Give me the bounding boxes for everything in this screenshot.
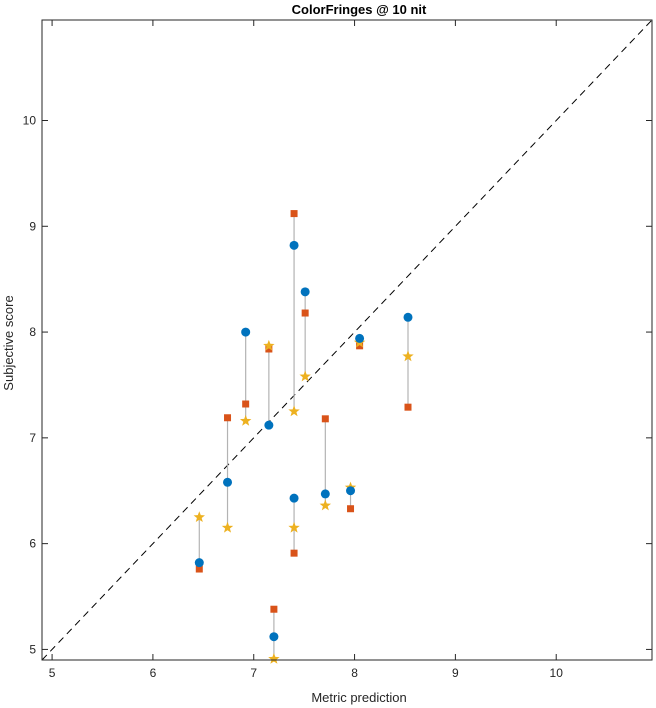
plot-area bbox=[41, 19, 653, 664]
square-marker bbox=[356, 342, 364, 350]
star-marker bbox=[221, 521, 234, 533]
data-markers bbox=[193, 210, 414, 664]
x-tick-label: 6 bbox=[150, 666, 157, 680]
connector-lines bbox=[198, 213, 409, 659]
circle-marker bbox=[194, 558, 204, 568]
x-tick-label: 7 bbox=[250, 666, 257, 680]
y-tick-label: 6 bbox=[29, 537, 36, 551]
x-tick-label: 10 bbox=[550, 666, 564, 680]
y-tick-label: 8 bbox=[29, 325, 36, 339]
circle-marker bbox=[355, 333, 365, 343]
circle-marker bbox=[300, 287, 310, 297]
circle-marker bbox=[223, 477, 233, 487]
square-marker bbox=[290, 210, 298, 218]
square-marker bbox=[242, 400, 250, 408]
circle-marker bbox=[289, 493, 299, 503]
square-marker bbox=[347, 505, 355, 513]
square-marker bbox=[321, 415, 329, 423]
square-marker bbox=[404, 403, 412, 411]
star-marker bbox=[193, 511, 205, 523]
star-marker bbox=[402, 350, 414, 362]
identity-line bbox=[41, 19, 653, 661]
square-marker bbox=[290, 549, 298, 557]
star-marker bbox=[288, 405, 300, 417]
y-tick-label: 9 bbox=[29, 219, 36, 233]
circle-marker bbox=[264, 420, 274, 430]
star-marker bbox=[239, 414, 252, 426]
star-marker bbox=[299, 370, 311, 382]
y-axis-label: Subjective score bbox=[1, 295, 16, 390]
square-marker bbox=[195, 565, 203, 573]
star-marker bbox=[263, 339, 275, 351]
circle-marker bbox=[346, 486, 356, 496]
axes-box bbox=[41, 19, 653, 661]
y-tick-label: 7 bbox=[29, 431, 36, 445]
star-marker bbox=[268, 652, 280, 664]
circle-marker bbox=[289, 240, 299, 250]
square-marker bbox=[224, 414, 232, 422]
circle-marker bbox=[403, 312, 413, 322]
y-tick-label: 5 bbox=[29, 642, 36, 656]
x-tick-label: 8 bbox=[351, 666, 358, 680]
star-marker bbox=[288, 521, 300, 533]
x-axis-label: Metric prediction bbox=[311, 690, 406, 705]
x-tick-label: 5 bbox=[49, 666, 56, 680]
square-marker bbox=[265, 345, 273, 353]
y-tick-label: 10 bbox=[23, 113, 37, 127]
axis-ticks: 5 6 7 8 9 10 5 6 7 8 9 10 bbox=[23, 20, 652, 680]
chart-title: ColorFringes @ 10 nit bbox=[292, 2, 427, 17]
star-marker bbox=[319, 499, 332, 511]
circle-marker bbox=[241, 327, 251, 337]
square-marker bbox=[301, 309, 309, 317]
circle-marker bbox=[320, 489, 330, 499]
x-tick-label: 9 bbox=[452, 666, 459, 680]
square-marker bbox=[270, 605, 278, 613]
circle-marker bbox=[269, 632, 279, 642]
